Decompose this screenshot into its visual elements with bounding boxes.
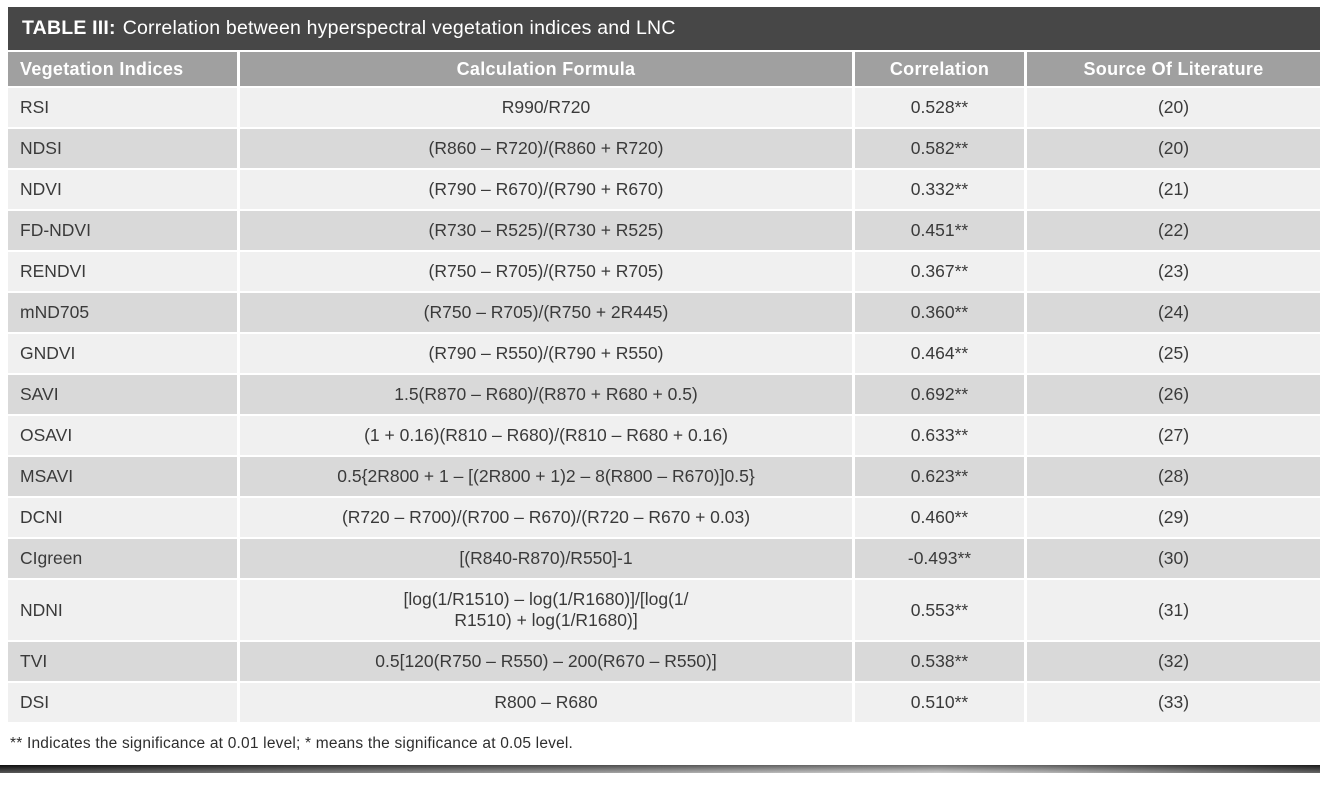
significance-footnote: ** Indicates the significance at 0.01 le… [8,724,1320,764]
correlation-cell: 0.538** [855,642,1024,681]
table-row: NDNI [log(1/R1510) – log(1/R1680)]/[log(… [8,580,1320,640]
index-cell: mND705 [8,293,237,332]
correlation-cell: 0.633** [855,416,1024,455]
index-cell: NDVI [8,170,237,209]
correlation-cell: -0.493** [855,539,1024,578]
source-cell: (26) [1027,375,1320,414]
formula-cell: (R860 – R720)/(R860 + R720) [240,129,852,168]
header-row: Vegetation Indices Calculation Formula C… [8,52,1320,86]
source-cell: (21) [1027,170,1320,209]
col-header-correlation: Correlation [855,52,1024,86]
source-cell: (27) [1027,416,1320,455]
table-figure: TABLE III: Correlation between hyperspec… [0,7,1323,773]
index-cell: RENDVI [8,252,237,291]
index-cell: SAVI [8,375,237,414]
correlation-cell: 0.332** [855,170,1024,209]
formula-cell: [log(1/R1510) – log(1/R1680)]/[log(1/ R1… [240,580,852,640]
source-cell: (30) [1027,539,1320,578]
source-cell: (25) [1027,334,1320,373]
source-cell: (20) [1027,88,1320,127]
formula-cell: (R750 – R705)/(R750 + 2R445) [240,293,852,332]
table-row: GNDVI (R790 – R550)/(R790 + R550) 0.464*… [8,334,1320,373]
index-cell: RSI [8,88,237,127]
col-header-source-of-literature: Source Of Literature [1027,52,1320,86]
index-cell: NDNI [8,580,237,640]
table-number-label: TABLE III: [22,17,116,39]
formula-cell: [(R840-R870)/R550]-1 [240,539,852,578]
table-row: CIgreen [(R840-R870)/R550]-1 -0.493** (3… [8,539,1320,578]
table-row: DCNI (R720 – R700)/(R700 – R670)/(R720 –… [8,498,1320,537]
correlation-cell: 0.451** [855,211,1024,250]
formula-cell: 1.5(R870 – R680)/(R870 + R680 + 0.5) [240,375,852,414]
bottom-divider-bar [0,765,1320,773]
formula-cell: 0.5[120(R750 – R550) – 200(R670 – R550)] [240,642,852,681]
table-row: NDSI (R860 – R720)/(R860 + R720) 0.582**… [8,129,1320,168]
correlation-cell: 0.692** [855,375,1024,414]
correlation-cell: 0.582** [855,129,1024,168]
index-cell: FD-NDVI [8,211,237,250]
correlation-cell: 0.623** [855,457,1024,496]
index-cell: OSAVI [8,416,237,455]
index-cell: MSAVI [8,457,237,496]
correlation-cell: 0.460** [855,498,1024,537]
index-cell: NDSI [8,129,237,168]
table-row: RSI R990/R720 0.528** (20) [8,88,1320,127]
source-cell: (32) [1027,642,1320,681]
formula-cell: (1 + 0.16)(R810 – R680)/(R810 – R680 + 0… [240,416,852,455]
formula-cell: (R730 – R525)/(R730 + R525) [240,211,852,250]
index-cell: GNDVI [8,334,237,373]
formula-cell: (R720 – R700)/(R700 – R670)/(R720 – R670… [240,498,852,537]
formula-cell: R990/R720 [240,88,852,127]
footnote-row: ** Indicates the significance at 0.01 le… [8,724,1320,764]
source-cell: (29) [1027,498,1320,537]
correlation-cell: 0.360** [855,293,1024,332]
index-cell: DCNI [8,498,237,537]
table-row: MSAVI 0.5{2R800 + 1 – [(2R800 + 1)2 – 8(… [8,457,1320,496]
source-cell: (28) [1027,457,1320,496]
source-cell: (23) [1027,252,1320,291]
formula-cell: 0.5{2R800 + 1 – [(2R800 + 1)2 – 8(R800 –… [240,457,852,496]
formula-cell: R800 – R680 [240,683,852,722]
table-row: NDVI (R790 – R670)/(R790 + R670) 0.332**… [8,170,1320,209]
table-row: RENDVI (R750 – R705)/(R750 + R705) 0.367… [8,252,1320,291]
table-title-bar: TABLE III: Correlation between hyperspec… [8,7,1320,50]
table-row: OSAVI (1 + 0.16)(R810 – R680)/(R810 – R6… [8,416,1320,455]
correlation-cell: 0.464** [855,334,1024,373]
formula-cell: (R750 – R705)/(R750 + R705) [240,252,852,291]
col-header-vegetation-indices: Vegetation Indices [8,52,237,86]
source-cell: (24) [1027,293,1320,332]
table-row: TVI 0.5[120(R750 – R550) – 200(R670 – R5… [8,642,1320,681]
vegetation-indices-table: Vegetation Indices Calculation Formula C… [5,50,1323,766]
formula-cell: (R790 – R550)/(R790 + R550) [240,334,852,373]
correlation-cell: 0.367** [855,252,1024,291]
source-cell: (31) [1027,580,1320,640]
index-cell: DSI [8,683,237,722]
correlation-cell: 0.528** [855,88,1024,127]
formula-cell: (R790 – R670)/(R790 + R670) [240,170,852,209]
table-row: SAVI 1.5(R870 – R680)/(R870 + R680 + 0.5… [8,375,1320,414]
col-header-calculation-formula: Calculation Formula [240,52,852,86]
correlation-cell: 0.553** [855,580,1024,640]
index-cell: CIgreen [8,539,237,578]
table-row: mND705 (R750 – R705)/(R750 + 2R445) 0.36… [8,293,1320,332]
index-cell: TVI [8,642,237,681]
correlation-cell: 0.510** [855,683,1024,722]
table-title-text: Correlation between hyperspectral vegeta… [122,17,676,39]
source-cell: (22) [1027,211,1320,250]
source-cell: (33) [1027,683,1320,722]
source-cell: (20) [1027,129,1320,168]
table-row: FD-NDVI (R730 – R525)/(R730 + R525) 0.45… [8,211,1320,250]
table-row: DSI R800 – R680 0.510** (33) [8,683,1320,722]
